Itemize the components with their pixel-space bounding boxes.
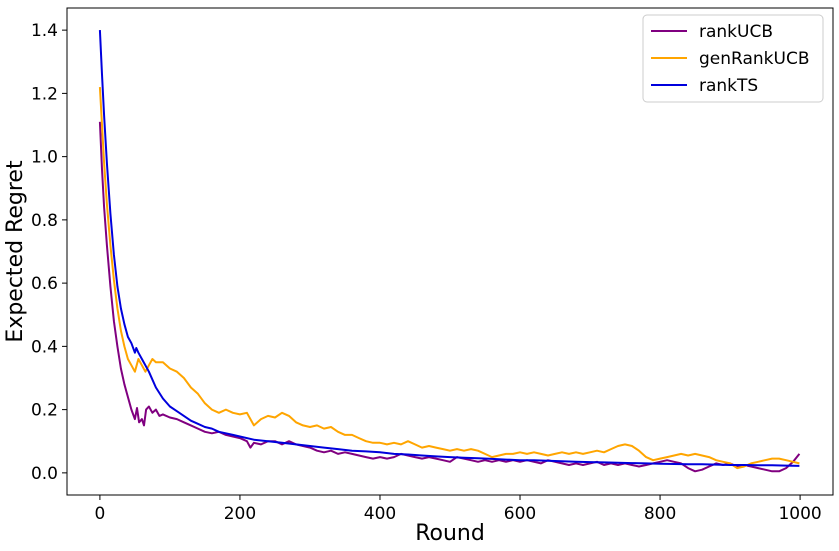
y-tick-label: 0.4 bbox=[31, 337, 58, 357]
x-tick-label: 800 bbox=[644, 504, 676, 524]
y-tick-label: 1.0 bbox=[31, 148, 58, 168]
x-axis-title: Round bbox=[415, 521, 485, 546]
legend-label: rankUCB bbox=[699, 22, 773, 42]
legend-box bbox=[642, 14, 824, 103]
series-line-rankucb bbox=[98, 121, 801, 473]
legend-label: rankTS bbox=[699, 76, 758, 96]
series-layer bbox=[98, 30, 801, 473]
x-tick-label: 1000 bbox=[778, 504, 821, 524]
x-tick-label: 0 bbox=[94, 504, 105, 524]
plot-area bbox=[66, 7, 834, 496]
legend-label: genRankUCB bbox=[699, 49, 809, 69]
x-tick-label: 600 bbox=[504, 504, 536, 524]
series-line-rankts bbox=[98, 30, 800, 467]
x-tick-label: 200 bbox=[224, 504, 256, 524]
y-tick-label: 1.4 bbox=[31, 21, 58, 41]
y-axis-title: Expected Regret bbox=[3, 160, 28, 343]
y-tick-label: 0.6 bbox=[31, 274, 58, 294]
y-axis: 0.0 0.2 0.4 0.6 0.8 1.0 1.2 1.4 bbox=[31, 21, 67, 484]
y-tick-label: 0.8 bbox=[31, 211, 58, 231]
y-tick-label: 0.2 bbox=[31, 401, 58, 421]
plot-frame bbox=[66, 7, 834, 496]
x-tick-label: 400 bbox=[364, 504, 396, 524]
series-line-genrankucb bbox=[98, 87, 800, 470]
legend: rankUCB genRankUCB rankTS bbox=[642, 14, 824, 103]
y-tick-label: 0.0 bbox=[31, 464, 58, 484]
y-tick-label: 1.2 bbox=[31, 84, 58, 104]
x-axis: 0 200 400 600 800 1000 bbox=[94, 495, 822, 524]
